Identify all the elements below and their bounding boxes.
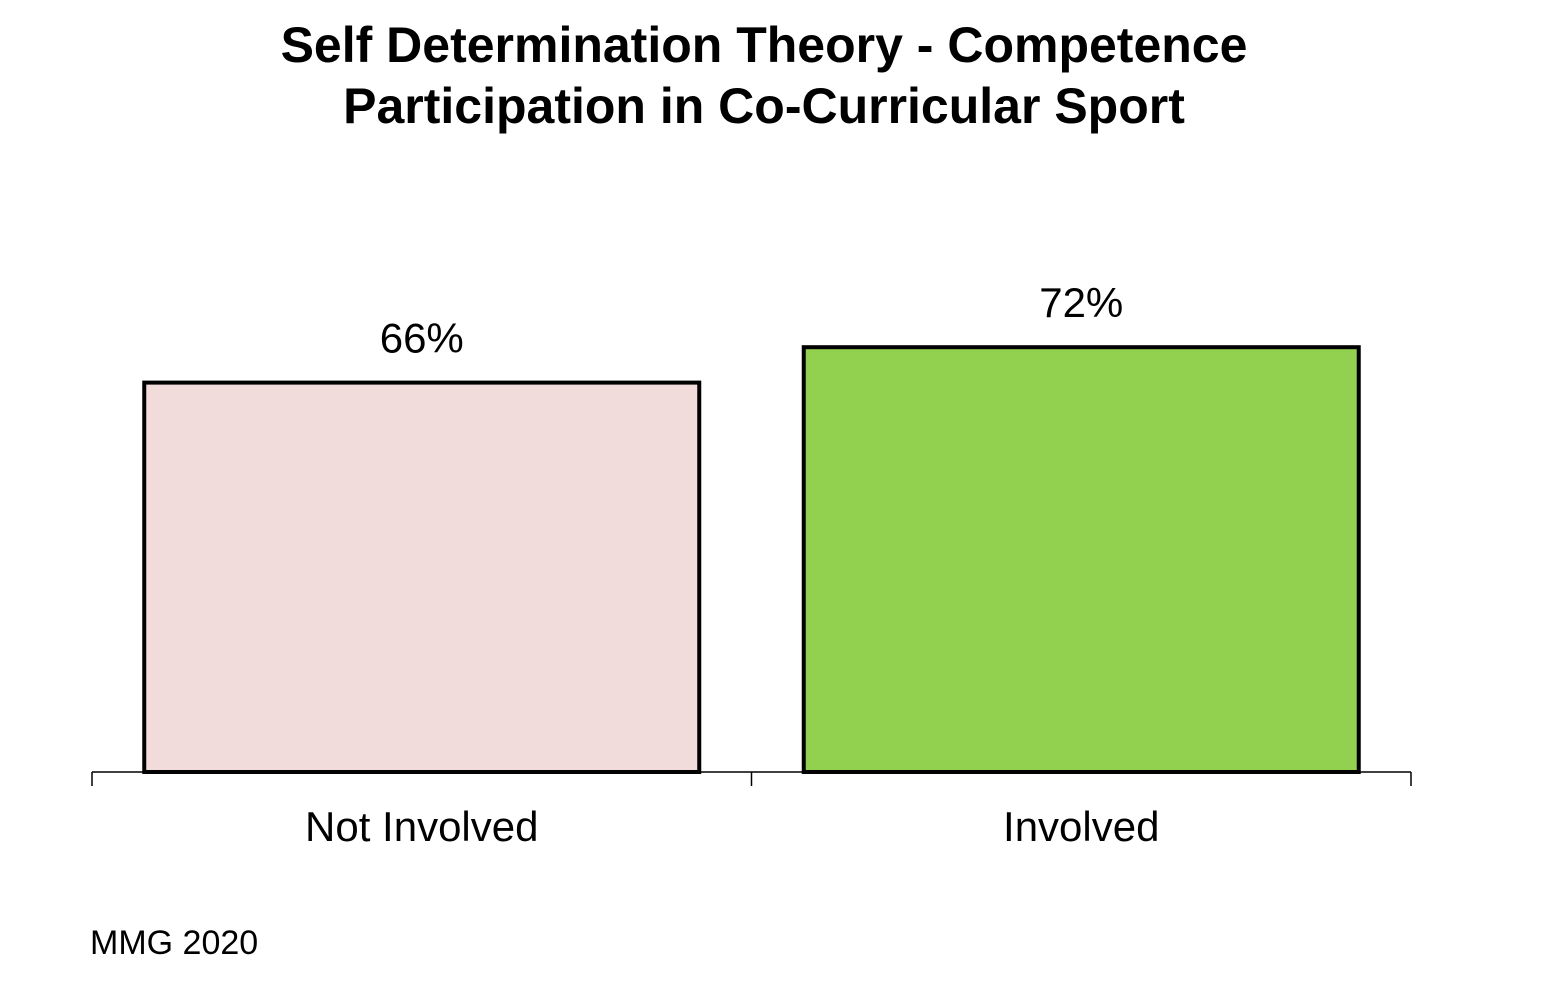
chart-title: Self Determination Theory - Competence	[281, 17, 1248, 73]
bars-group	[142, 345, 1361, 774]
x-axis-ticks	[91, 772, 1412, 786]
chart-subtitle: Participation in Co-Curricular Sport	[343, 78, 1185, 134]
bar-involved	[801, 345, 1361, 774]
footer-credit: MMG 2020	[90, 924, 258, 962]
bar-value-label: 66%	[380, 315, 464, 362]
x-axis-category-label: Involved	[1003, 803, 1159, 850]
bar-value-label: 72%	[1039, 279, 1123, 326]
x-axis-category-label: Not Involved	[305, 803, 538, 850]
data-labels-group: 66% 72%	[380, 279, 1124, 361]
bar-not-involved	[142, 380, 702, 774]
x-axis-categories: Not Involved Involved	[305, 803, 1159, 850]
